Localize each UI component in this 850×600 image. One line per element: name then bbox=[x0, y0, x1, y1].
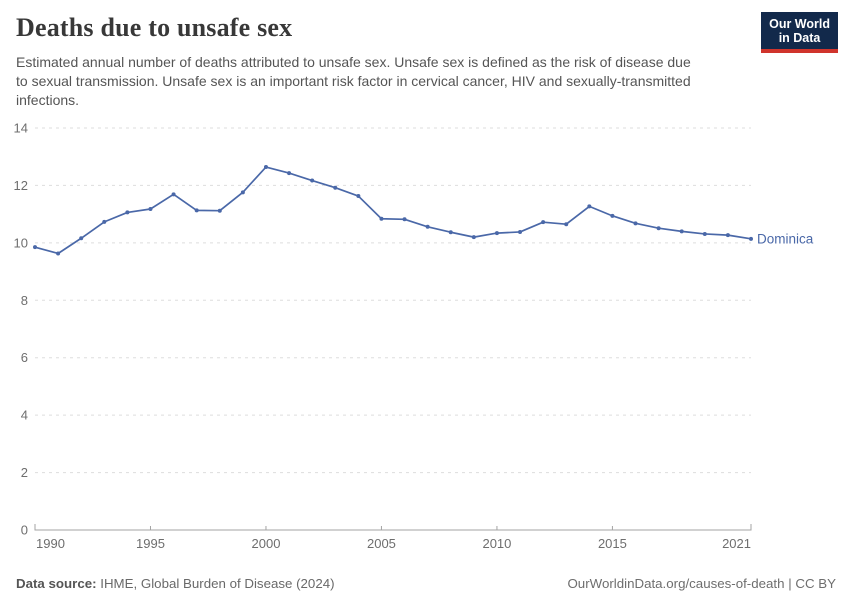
data-point-2010[interactable] bbox=[494, 231, 499, 236]
attribution-link[interactable]: OurWorldinData.org/causes-of-death | CC … bbox=[567, 576, 836, 591]
data-point-2000[interactable] bbox=[263, 165, 268, 170]
x-tick-label: 2005 bbox=[367, 536, 396, 551]
y-tick-label: 10 bbox=[14, 235, 28, 250]
data-point-2014[interactable] bbox=[587, 204, 592, 209]
data-point-2015[interactable] bbox=[610, 213, 615, 218]
data-point-1996[interactable] bbox=[171, 192, 176, 197]
y-tick-label: 8 bbox=[21, 293, 28, 308]
logo-line: Our World bbox=[769, 17, 830, 31]
x-tick-label: 2010 bbox=[482, 536, 511, 551]
y-tick-label: 6 bbox=[21, 350, 28, 365]
data-source-text: IHME, Global Burden of Disease (2024) bbox=[96, 576, 335, 591]
data-point-2020[interactable] bbox=[725, 233, 730, 238]
line-chart: 0 2 4 6 8 10 12 14 1990 1995 2000 2005 2010 2015 2021 D… bbox=[14, 121, 814, 552]
data-point-2011[interactable] bbox=[518, 229, 523, 234]
x-tick-label: 2021 bbox=[722, 536, 751, 551]
logo-line: in Data bbox=[778, 31, 821, 45]
y-tick-label: 2 bbox=[21, 465, 28, 480]
data-point-2001[interactable] bbox=[287, 171, 292, 176]
series-line-dominica bbox=[34, 166, 752, 255]
entity-label[interactable]: Dominica bbox=[757, 231, 814, 246]
data-point-1992[interactable] bbox=[79, 236, 84, 241]
data-point-2021[interactable] bbox=[749, 236, 753, 241]
x-tick-label: 1990 bbox=[36, 536, 65, 551]
data-source: Data source: IHME, Global Burden of Dise… bbox=[16, 576, 335, 591]
data-point-2009[interactable] bbox=[471, 235, 476, 240]
data-point-2012[interactable] bbox=[541, 220, 546, 225]
data-point-1999[interactable] bbox=[240, 190, 245, 195]
data-point-2004[interactable] bbox=[356, 194, 361, 199]
data-point-2017[interactable] bbox=[656, 226, 661, 231]
data-point-2008[interactable] bbox=[448, 230, 453, 235]
data-point-2016[interactable] bbox=[633, 221, 638, 226]
subtitle-line: infections. bbox=[16, 92, 80, 108]
data-point-2005[interactable] bbox=[379, 216, 384, 221]
data-point-1998[interactable] bbox=[217, 208, 222, 213]
data-point-1994[interactable] bbox=[125, 210, 130, 215]
data-point-2018[interactable] bbox=[679, 229, 684, 234]
data-point-1993[interactable] bbox=[102, 219, 107, 224]
data-point-2007[interactable] bbox=[425, 224, 430, 229]
x-tick-label: 2000 bbox=[252, 536, 281, 551]
x-tick-label: 1995 bbox=[136, 536, 165, 551]
subtitle-line: Estimated annual number of deaths attrib… bbox=[16, 54, 691, 70]
y-tick-label: 14 bbox=[14, 121, 28, 136]
data-source-label: Data source: bbox=[16, 576, 97, 591]
chart-footer: Data source: IHME, Global Burden of Dise… bbox=[16, 576, 836, 591]
data-point-1995[interactable] bbox=[148, 206, 153, 211]
page-title: Deaths due to unsafe sex bbox=[16, 13, 293, 42]
y-tick-label: 4 bbox=[21, 408, 28, 423]
owid-logo[interactable]: Our World in Data bbox=[761, 12, 838, 53]
data-point-2002[interactable] bbox=[310, 178, 315, 183]
data-point-2013[interactable] bbox=[564, 222, 569, 227]
data-point-1997[interactable] bbox=[194, 208, 199, 213]
subtitle-line: to sexual transmission. Unsafe sex is an… bbox=[16, 73, 691, 89]
y-tick-label: 0 bbox=[21, 523, 28, 538]
data-point-1991[interactable] bbox=[56, 251, 61, 256]
data-point-2006[interactable] bbox=[402, 217, 407, 222]
chart-subtitle: Estimated annual number of deaths attrib… bbox=[16, 53, 691, 110]
data-point-2003[interactable] bbox=[333, 185, 338, 190]
x-axis bbox=[34, 524, 752, 531]
x-tick-label: 2015 bbox=[598, 536, 627, 551]
data-point-2019[interactable] bbox=[702, 231, 707, 236]
data-point-1990[interactable] bbox=[33, 245, 37, 250]
y-tick-label: 12 bbox=[14, 178, 28, 193]
